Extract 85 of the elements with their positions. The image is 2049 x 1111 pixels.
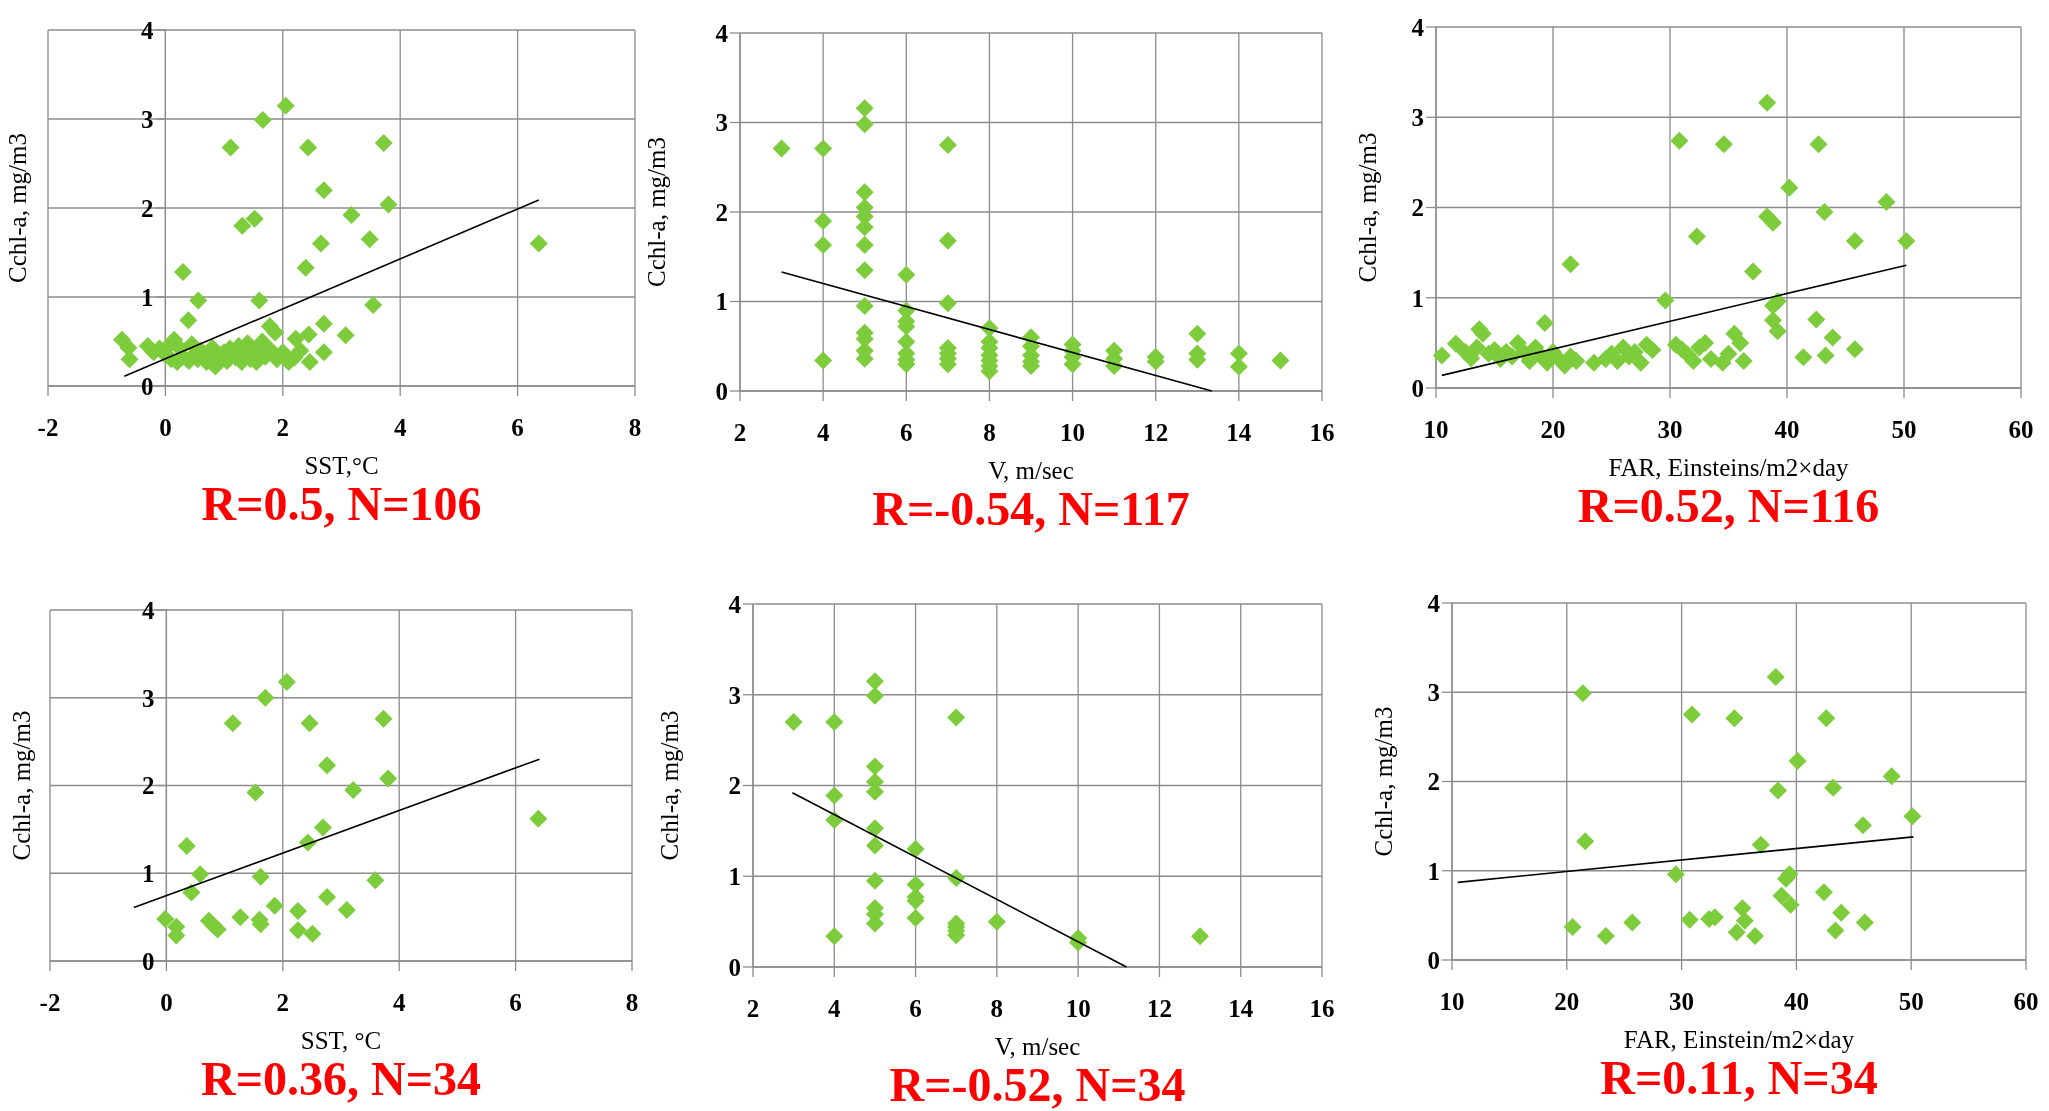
- y-tick-label: 3: [728, 681, 741, 709]
- x-tick-label: 30: [1669, 988, 1695, 1015]
- x-tick-label: -2: [39, 989, 61, 1016]
- x-tick-label: 4: [828, 995, 842, 1022]
- y-tick-label: 1: [728, 863, 741, 890]
- x-tick-label: 30: [1657, 416, 1683, 443]
- x-tick-label: 2: [746, 995, 760, 1022]
- x-tick-label: 12: [1143, 419, 1169, 446]
- x-tick-label: 40: [1774, 416, 1800, 443]
- x-tick-label: 16: [1309, 995, 1335, 1022]
- x-tick-label: 2: [276, 414, 290, 441]
- y-tick-label: 4: [728, 590, 742, 618]
- y-tick-label: 4: [141, 596, 155, 624]
- y-axis-title: Cchl-a, mg/m3: [8, 710, 35, 861]
- y-tick-label: 2: [715, 198, 728, 226]
- x-tick-label: 0: [159, 414, 172, 441]
- x-tick-label: 0: [160, 989, 173, 1016]
- y-tick-label: 3: [141, 684, 155, 712]
- x-tick-label: 8: [625, 989, 639, 1016]
- x-tick-label: 12: [1146, 995, 1172, 1022]
- x-tick-label: 10: [1423, 416, 1449, 443]
- x-tick-label: 6: [909, 995, 922, 1022]
- y-tick-label: 2: [141, 772, 155, 800]
- text: R=0.5, N=106: [201, 477, 482, 530]
- x-tick-label: 2: [276, 989, 290, 1016]
- x-tick-label: 4: [393, 414, 407, 441]
- y-tick-label: 1: [1411, 284, 1424, 312]
- y-tick-label: 2: [140, 194, 154, 222]
- x-tick-label: 50: [1898, 988, 1924, 1015]
- y-axis-title: Cchl-a, mg/m3: [4, 133, 31, 283]
- y-tick-label: 2: [1427, 768, 1440, 796]
- x-tick-label: 60: [2008, 416, 2034, 443]
- y-tick-label: 1: [141, 860, 155, 887]
- y-tick-label: 3: [715, 109, 728, 137]
- x-tick-label: 16: [1309, 419, 1335, 446]
- y-tick-label: 1: [715, 288, 728, 316]
- x-tick-label: 14: [1228, 995, 1254, 1022]
- x-tick-label: 20: [1554, 988, 1580, 1015]
- x-tick-label: 14: [1226, 419, 1252, 446]
- y-tick-label: 2: [728, 772, 741, 800]
- y-tick-label: 4: [715, 19, 729, 47]
- y-tick-label: 1: [140, 283, 154, 311]
- x-axis-title: V, m/sec: [994, 1033, 1081, 1060]
- y-tick-label: 0: [1427, 946, 1440, 974]
- x-tick-label: 8: [990, 995, 1004, 1022]
- y-tick-label: 0: [140, 372, 154, 400]
- x-tick-label: 50: [1891, 416, 1917, 443]
- y-tick-label: 2: [1411, 194, 1424, 222]
- y-tick-label: 0: [715, 377, 728, 405]
- x-tick-label: 6: [900, 419, 913, 446]
- x-tick-label: 40: [1783, 988, 1809, 1015]
- x-tick-label: 4: [816, 419, 830, 446]
- x-tick-label: 10: [1439, 988, 1465, 1015]
- x-axis-title: FAR, Einsteins/m2×day: [1608, 454, 1850, 481]
- x-tick-label: 8: [628, 414, 642, 441]
- x-tick-label: -2: [37, 414, 59, 441]
- x-axis-title: V, m/sec: [988, 457, 1074, 484]
- x-tick-label: 8: [983, 419, 996, 446]
- y-tick-label: 3: [140, 105, 154, 133]
- y-axis-title: Cchl-a, mg/m3: [656, 710, 683, 861]
- x-tick-label: 10: [1060, 419, 1086, 446]
- x-tick-label: 6: [509, 989, 522, 1016]
- text: R=0.36, N=34: [200, 1052, 482, 1105]
- x-axis-title: SST, °C: [300, 1027, 382, 1054]
- x-axis-title: SST,°C: [304, 452, 379, 479]
- y-tick-label: 4: [140, 16, 154, 44]
- y-tick-label: 0: [141, 947, 155, 975]
- y-tick-label: 0: [1411, 374, 1424, 402]
- x-tick-label: 10: [1065, 995, 1091, 1022]
- y-tick-label: 3: [1427, 679, 1440, 706]
- x-tick-label: 60: [2013, 988, 2039, 1015]
- y-tick-label: 3: [1411, 104, 1424, 131]
- y-axis-title: Cchl-a, mg/m3: [1370, 706, 1397, 857]
- x-tick-label: 6: [511, 414, 524, 441]
- y-tick-label: 4: [1427, 589, 1441, 617]
- y-axis-title: Cchl-a, mg/m3: [643, 137, 670, 287]
- y-axis-title: Cchl-a, mg/m3: [1354, 132, 1381, 283]
- x-tick-label: 4: [392, 989, 406, 1016]
- text: R=-0.54, N=117: [872, 482, 1190, 535]
- text: R=-0.52, N=34: [889, 1058, 1186, 1111]
- x-axis-title: FAR, Einstein/m2×day: [1623, 1026, 1855, 1053]
- y-tick-label: 0: [728, 953, 741, 981]
- y-tick-label: 1: [1427, 857, 1440, 885]
- x-tick-label: 20: [1540, 416, 1566, 443]
- y-tick-label: 4: [1411, 13, 1425, 41]
